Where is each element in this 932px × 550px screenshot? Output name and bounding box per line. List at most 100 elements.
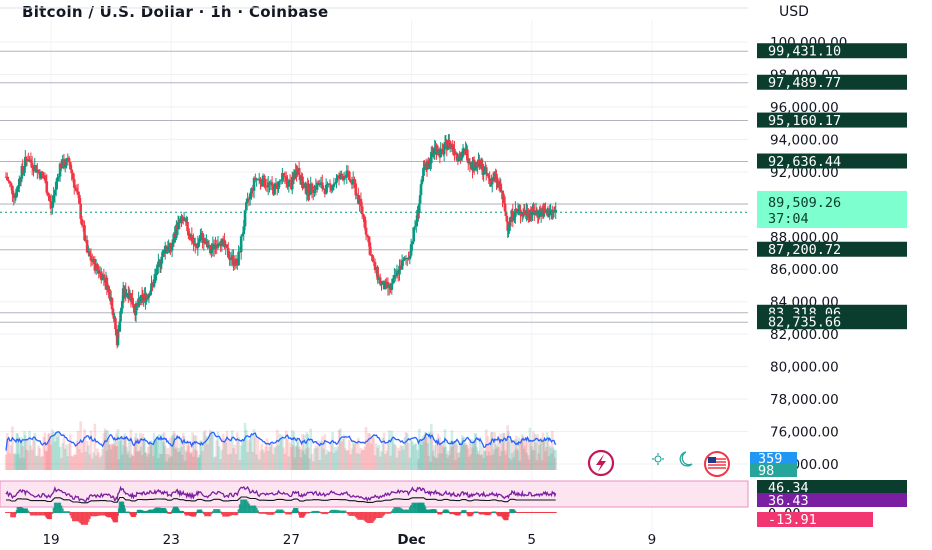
volume-bar (157, 433, 161, 470)
macd-histogram-bar (331, 509, 334, 513)
us-flag-icon[interactable] (704, 451, 730, 477)
volume-bar (108, 444, 112, 470)
volume-bar (448, 440, 452, 470)
volume-bar (18, 457, 22, 470)
volume-bar (405, 433, 409, 470)
volume-bar (210, 431, 213, 470)
volume-bar (382, 432, 386, 470)
volume-bar (70, 455, 73, 470)
volume-bar (303, 454, 307, 470)
volume-bar (224, 442, 228, 470)
candle-body (432, 152, 436, 154)
macd-histogram-bar (379, 512, 382, 518)
volume-bar (451, 445, 455, 470)
macd-histogram-bar (268, 512, 271, 515)
volume-bar (193, 449, 197, 470)
level-tag-bg (757, 153, 907, 169)
candle-body (360, 206, 364, 215)
volume-bar (44, 450, 48, 470)
macd-histogram-bar (69, 512, 72, 516)
candle-body (22, 169, 25, 171)
volume-bar (330, 442, 333, 470)
volume-bar (85, 440, 89, 470)
candle-body (419, 184, 423, 196)
moon-icon[interactable] (679, 451, 693, 467)
candle-body (149, 290, 152, 296)
macd-histogram-bar (250, 505, 253, 513)
candle-body (335, 178, 338, 184)
volume-bar (18, 436, 21, 470)
price-level-tags: 99,431.1097,489.7795,160.1792,636.4490,0… (757, 43, 907, 331)
volume-bar (413, 443, 417, 470)
volume-bar (531, 450, 534, 470)
volume-bar (458, 452, 461, 470)
candle-body (197, 242, 200, 244)
candle-body (159, 263, 163, 267)
candle-body (11, 185, 14, 195)
macd-histogram-bar (394, 507, 397, 513)
volume-bar (161, 433, 164, 470)
volume-bar (162, 441, 165, 470)
volume-bar (403, 437, 406, 470)
lightning-icon[interactable] (587, 449, 615, 477)
candle-body (15, 189, 19, 197)
volume-bar (28, 430, 31, 470)
sun-icon[interactable] (652, 453, 664, 465)
volume-bar (24, 449, 28, 470)
volume-bar (195, 450, 199, 470)
candle-body (72, 179, 76, 188)
volume-bar (453, 441, 456, 470)
candle-body (503, 203, 507, 212)
candle-body (454, 153, 457, 155)
volume-bar (540, 460, 544, 470)
volume-bar (546, 437, 550, 470)
rsi-tag-a: 46.34 (768, 480, 809, 496)
volume-bar (67, 443, 71, 470)
time-axis[interactable]: 19 23 27 Dec 5 9 (42, 532, 656, 548)
macd-histogram-bar (372, 512, 375, 522)
candle-body (328, 183, 332, 186)
volume-bar (296, 442, 300, 470)
candle-body (453, 148, 456, 154)
volume-bar (529, 439, 533, 470)
candle-body (111, 309, 115, 315)
volume-bar (332, 452, 336, 470)
macd-histogram-bar (247, 503, 250, 513)
volume-bar (17, 453, 20, 470)
candle-body (472, 159, 476, 171)
macd-histogram-bar (334, 509, 337, 513)
macd-histogram-bar (388, 512, 391, 514)
volume-bar (437, 453, 441, 470)
candle-body (473, 168, 477, 171)
volume-bar (49, 444, 53, 470)
volume-bar (202, 432, 206, 470)
macd-tag: -13.91 (768, 512, 817, 528)
volume-bar (264, 446, 267, 470)
candle-body (508, 224, 511, 228)
volume-bar (310, 453, 314, 470)
volume-bar (455, 444, 459, 470)
volume-bar (145, 456, 149, 470)
volume-bar (154, 439, 158, 470)
macd-histogram-bar (235, 512, 238, 516)
macd-histogram-bar (402, 509, 405, 513)
candle-body (43, 178, 47, 181)
macd-histogram-bar (406, 509, 409, 513)
candle-body (277, 181, 280, 190)
candle-body (362, 214, 365, 217)
volume-bar (473, 433, 477, 470)
volume-bar (290, 429, 294, 470)
volume-bar (197, 457, 200, 470)
candle-body (7, 180, 10, 182)
candle-body (41, 171, 44, 176)
candle-body (486, 173, 490, 177)
macd-histogram-bar (11, 512, 14, 518)
volume-bar (119, 439, 122, 470)
candle-body (79, 203, 82, 219)
volume-bar (220, 449, 224, 470)
volume-bar (233, 444, 237, 470)
volume-bar (48, 439, 52, 470)
volume-bar (182, 436, 186, 470)
macd-histogram-bar (399, 508, 402, 513)
